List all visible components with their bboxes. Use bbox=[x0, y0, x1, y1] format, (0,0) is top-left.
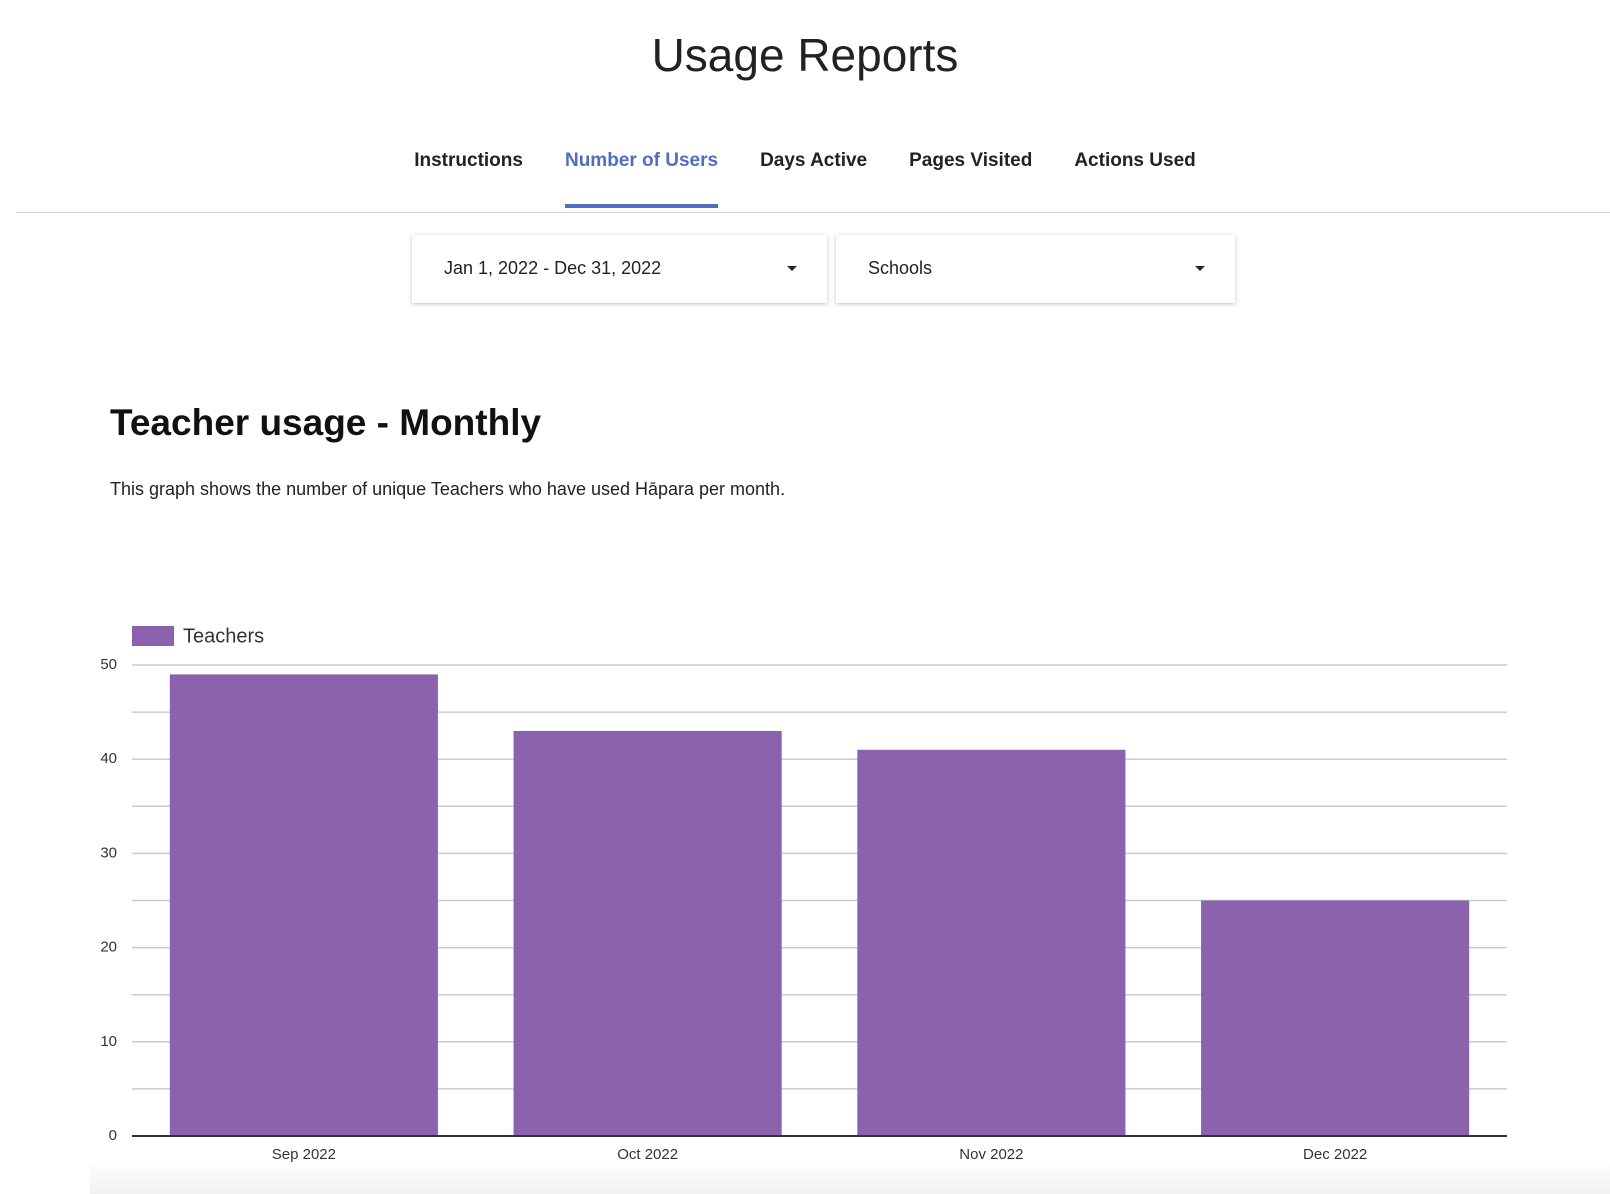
dropdown-value: Jan 1, 2022 - Dec 31, 2022 bbox=[444, 258, 662, 278]
bar bbox=[857, 749, 1126, 1136]
tab-bar: Instructions Number of Users Days Active Pa… bbox=[0, 150, 1610, 208]
y-tick-label: 40 bbox=[100, 750, 117, 767]
x-tick-label: Nov 2022 bbox=[959, 1146, 1023, 1163]
section-description: This graph shows the number of unique Te… bbox=[110, 479, 786, 499]
y-tick-label: 0 bbox=[109, 1127, 117, 1144]
dropdown-arrow bbox=[1195, 266, 1205, 271]
tab[interactable]: Pages Visited bbox=[909, 150, 1033, 171]
divider bbox=[16, 212, 1610, 213]
dropdown-value: Schools bbox=[868, 258, 933, 278]
bar bbox=[169, 674, 438, 1136]
y-tick-label: 50 bbox=[100, 656, 117, 673]
dropdown-arrow bbox=[787, 266, 797, 271]
y-tick-label: 30 bbox=[100, 844, 117, 861]
tab[interactable]: Number of Users bbox=[564, 150, 719, 208]
scope-dropdown[interactable]: Schools bbox=[836, 235, 1235, 303]
bar bbox=[1201, 900, 1470, 1136]
x-tick-label: Oct 2022 bbox=[617, 1146, 678, 1163]
tab[interactable]: Days Active bbox=[760, 150, 868, 171]
section-title: Teacher usage - Monthly bbox=[110, 402, 542, 443]
date-range-dropdown[interactable]: Jan 1, 2022 - Dec 31, 2022 bbox=[412, 235, 827, 303]
y-tick-label: 20 bbox=[100, 939, 117, 956]
page-title: Usage Reports bbox=[651, 29, 959, 81]
shade bbox=[90, 1160, 1610, 1194]
y-tick-label: 10 bbox=[100, 1033, 117, 1050]
x-tick-label: Dec 2022 bbox=[1303, 1146, 1367, 1163]
bar bbox=[513, 730, 782, 1136]
legend-label: Teachers bbox=[183, 625, 264, 647]
tab[interactable]: Actions Used bbox=[1074, 150, 1196, 171]
x-tick-label: Sep 2022 bbox=[272, 1146, 336, 1163]
tab[interactable]: Instructions bbox=[414, 150, 523, 171]
legend-swatch bbox=[132, 626, 174, 646]
